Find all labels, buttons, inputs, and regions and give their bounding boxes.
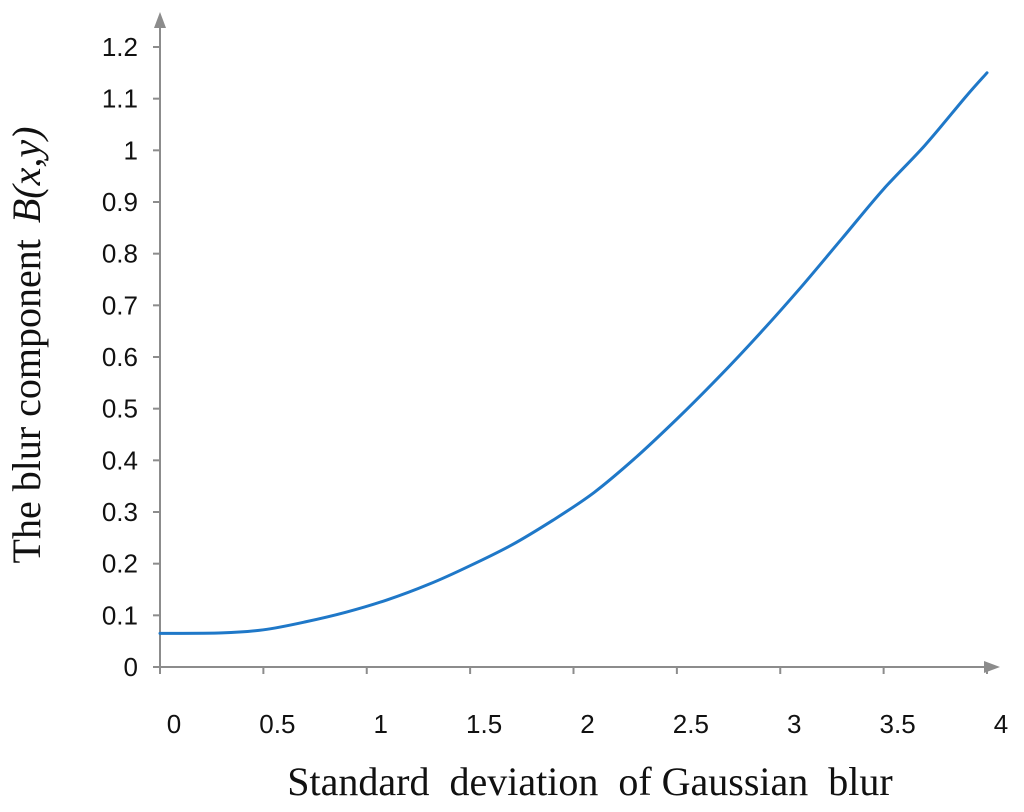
y-tick-label: 0.1 <box>102 600 138 630</box>
y-tick-label: 0.7 <box>102 290 138 320</box>
y-axis-title-text: The blur component <box>4 239 49 563</box>
y-tick-label: 1.1 <box>102 84 138 114</box>
y-tick-label: 1.2 <box>102 32 138 62</box>
y-tick-label: 0 <box>124 652 138 682</box>
ticks: 0 0.5 1 1.5 2 2.5 3 3.5 4 0 0.1 0.2 0.3 0.4 0.5 0.6 0.7 0… <box>102 32 1008 739</box>
x-tick-label: 2.5 <box>673 709 709 739</box>
x-tick-label: 1.5 <box>466 709 502 739</box>
x-tick-label: 3 <box>787 709 801 739</box>
series-line-0 <box>158 71 989 635</box>
x-tick-label: 2 <box>580 709 594 739</box>
y-tick-label: 1 <box>124 135 138 165</box>
series <box>158 71 989 635</box>
y-tick-label: 0.5 <box>102 394 138 424</box>
x-tick-label: 0.5 <box>259 709 295 739</box>
y-tick-label: 0.9 <box>102 187 138 217</box>
x-tick-label: 4 <box>994 709 1008 739</box>
x-tick-label: 0 <box>167 709 181 739</box>
x-tick-label: 3.5 <box>880 709 916 739</box>
axes <box>154 12 1000 673</box>
y-axis-arrow <box>154 12 166 28</box>
y-tick-label: 0.3 <box>102 497 138 527</box>
y-tick-label: 0.8 <box>102 239 138 269</box>
y-axis-title-math: B(x,y) <box>4 127 49 224</box>
y-axis-title: The blur component B(x,y) <box>4 127 49 564</box>
y-tick-label: 0.4 <box>102 445 138 475</box>
y-tick-label: 0.2 <box>102 549 138 579</box>
y-tick-label: 0.6 <box>102 342 138 372</box>
x-axis-title: Standard deviation of Gaussian blur <box>287 759 892 804</box>
x-tick-label: 1 <box>374 709 388 739</box>
